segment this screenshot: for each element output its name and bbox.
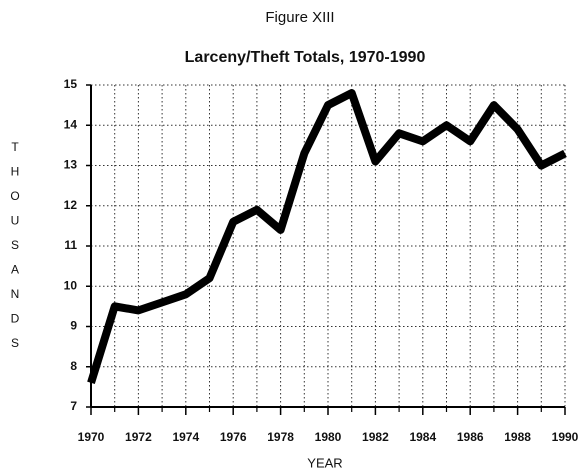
x-tick-label: 1980 — [315, 430, 342, 444]
x-tick-label: 1982 — [362, 430, 389, 444]
y-tick-label: 10 — [64, 278, 78, 292]
y-tick-label: 8 — [70, 359, 77, 373]
x-tick-label: 1986 — [457, 430, 484, 444]
x-tick-label: 1988 — [504, 430, 531, 444]
y-axis-label: THOUSANDS — [8, 140, 22, 361]
x-tick-label: 1990 — [552, 430, 578, 444]
y-tick-label: 11 — [64, 238, 77, 252]
y-tick-label: 13 — [64, 158, 78, 172]
y-tick-label: 15 — [64, 77, 78, 91]
y-tick-label: 7 — [70, 399, 77, 413]
x-tick-label: 1972 — [125, 430, 152, 444]
x-tick-label: 1978 — [267, 430, 294, 444]
chart-subtitle: Larceny/Theft Totals, 1970-1990 — [185, 49, 426, 66]
y-tick-label: 9 — [70, 319, 77, 333]
y-tick-label: 14 — [64, 117, 78, 131]
y-tick-label: 12 — [64, 198, 78, 212]
x-tick-label: 1976 — [220, 430, 247, 444]
x-tick-label: 1984 — [409, 430, 436, 444]
x-tick-label: 1970 — [78, 430, 105, 444]
x-axis-label: YEAR — [307, 455, 342, 470]
chart-title: Figure XIII — [265, 9, 334, 26]
data-line — [87, 89, 567, 385]
x-tick-label: 1974 — [172, 430, 199, 444]
